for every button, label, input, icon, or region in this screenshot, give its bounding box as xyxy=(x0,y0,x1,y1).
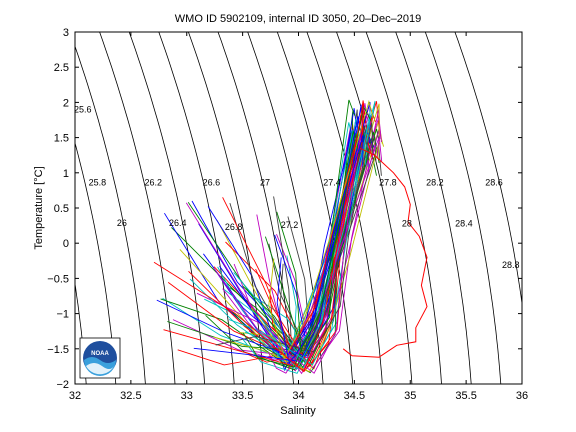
chart-title: WMO ID 5902109, internal ID 3050, 20–Dec… xyxy=(175,13,421,25)
profile-line xyxy=(268,125,369,356)
isopycnal-label: 28.4 xyxy=(455,218,473,228)
isopycnal-label: 27 xyxy=(260,178,270,188)
isopycnal-label: 25.6 xyxy=(74,104,92,114)
profile-line xyxy=(228,111,371,366)
isopycnal-label: 26.4 xyxy=(169,218,187,228)
x-tick-label: 32 xyxy=(69,390,81,402)
profile-lines xyxy=(153,99,385,375)
x-tick-label: 32.5 xyxy=(120,390,141,402)
profile-line xyxy=(276,133,364,365)
isopycnal-label: 28.2 xyxy=(426,178,444,188)
y-tick-label: 2.5 xyxy=(54,62,69,74)
isopycnal-line xyxy=(75,141,117,384)
x-axis-ticks: 32 32.5 33 33.5 34 34.5 35 35.5 36 xyxy=(69,32,528,402)
isopycnal-label: 27.2 xyxy=(281,220,299,230)
x-tick-label: 34.5 xyxy=(344,390,365,402)
profile-line xyxy=(267,136,380,374)
isopycnal-line xyxy=(99,32,176,384)
isopycnal-line xyxy=(336,32,413,384)
profile-line xyxy=(223,132,369,371)
highlight-profile xyxy=(342,147,428,358)
y-tick-label: −0.5 xyxy=(47,273,69,285)
isopycnal-label: 26.8 xyxy=(225,222,243,232)
x-tick-label: 35 xyxy=(404,390,416,402)
x-axis-label: Salinity xyxy=(280,405,316,417)
profile-line xyxy=(213,103,368,374)
profile-line xyxy=(187,99,356,369)
noaa-logo-text: NOAA xyxy=(91,351,109,357)
profile-line xyxy=(193,116,363,362)
isopycnal-line xyxy=(188,32,265,384)
profile-line xyxy=(250,103,380,371)
x-tick-label: 35.5 xyxy=(455,390,476,402)
isopycnal-line xyxy=(365,32,442,384)
profile-line xyxy=(268,100,374,360)
profile-line xyxy=(276,105,372,353)
profile-line xyxy=(198,129,354,365)
isopycnal-label: 27.4 xyxy=(323,178,341,188)
isopycnal-label: 28 xyxy=(402,218,412,228)
y-tick-label: 1 xyxy=(63,168,69,180)
profile-line xyxy=(156,101,371,356)
y-tick-label: −1 xyxy=(56,309,69,321)
profile-line xyxy=(215,122,374,353)
x-tick-label: 33.5 xyxy=(232,390,253,402)
isopycnal-label: 26 xyxy=(117,218,127,228)
isopycnal-line xyxy=(454,32,522,307)
highlight-profile-line xyxy=(342,147,428,358)
profile-line xyxy=(255,136,373,367)
x-tick-label: 33 xyxy=(181,390,193,402)
isopycnal-label: 26.6 xyxy=(203,178,221,188)
profile-line xyxy=(256,112,376,356)
y-tick-label: 0 xyxy=(63,238,69,250)
y-tick-label: 3 xyxy=(63,27,69,39)
profile-line xyxy=(189,118,361,372)
y-axis-label: Temperature [°C] xyxy=(33,166,45,249)
x-tick-label: 36 xyxy=(516,390,528,402)
isopycnal-line xyxy=(395,32,472,384)
isopycnal-label: 26.2 xyxy=(144,178,162,188)
isopycnal-label: 28.8 xyxy=(502,260,520,270)
plot-area xyxy=(74,31,523,385)
y-tick-label: 2 xyxy=(63,97,69,109)
y-tick-label: −1.5 xyxy=(47,344,69,356)
x-tick-label: 34 xyxy=(292,390,304,402)
y-tick-label: −2 xyxy=(56,379,69,391)
isopycnal-label: 25.8 xyxy=(89,178,107,188)
isopycnal-line xyxy=(75,45,146,384)
y-tick-label: 0.5 xyxy=(54,203,69,215)
isopycnal-line xyxy=(75,281,87,384)
isopycnal-line xyxy=(128,32,205,384)
isopycnal-line xyxy=(276,32,354,384)
y-tick-label: 1.5 xyxy=(54,133,69,145)
profile-line xyxy=(153,102,364,373)
isopycnal-line xyxy=(217,32,294,384)
noaa-logo: NOAA xyxy=(79,337,121,379)
profile-line xyxy=(264,130,360,358)
isopycnal-labels: 25.6 25.8 26 26.2 26.4 26.6 26.8 27 27.2 27.4 27.8… xyxy=(74,104,520,270)
isopycnal-label: 27.8 xyxy=(379,178,397,188)
isopycnal-line xyxy=(424,32,502,384)
y-axis-ticks: 3 2.5 2 1.5 1 0.5 0 −0.5 −1 −1.5 −2 xyxy=(47,27,522,391)
isopycnal-label: 28.6 xyxy=(485,178,503,188)
